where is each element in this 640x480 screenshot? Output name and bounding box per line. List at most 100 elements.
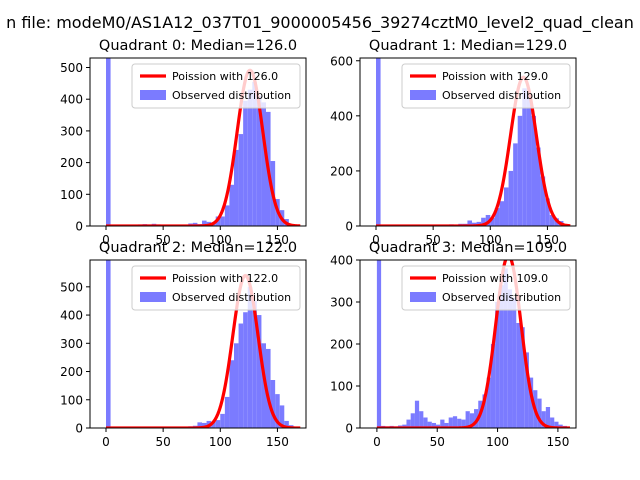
y-tick-label: 600 xyxy=(330,54,353,68)
histogram-bar xyxy=(507,289,513,428)
legend: Poission with 109.0 Observed distribution xyxy=(401,265,571,311)
histogram-bar xyxy=(220,413,225,428)
histogram-bar xyxy=(247,89,253,226)
histogram-bar xyxy=(224,396,230,428)
histogram-bar xyxy=(526,93,532,226)
y-tick-label: 300 xyxy=(330,296,353,310)
histogram-bar xyxy=(482,394,487,428)
histogram-bar xyxy=(410,413,415,428)
y-tick-label: 400 xyxy=(330,254,353,268)
histogram-bar xyxy=(486,377,491,428)
histogram-bar xyxy=(522,88,527,226)
x-tick-label: 100 xyxy=(479,233,502,247)
histogram-bar xyxy=(243,312,248,428)
legend: Poission with 129.0 Observed distribution xyxy=(401,63,571,109)
legend-observed-swatch xyxy=(410,292,436,302)
histogram-bar xyxy=(549,214,555,226)
histogram-bar xyxy=(234,343,239,428)
histogram-bar xyxy=(256,96,262,226)
legend-observed-swatch xyxy=(410,90,436,100)
histogram-bar xyxy=(444,422,449,428)
histogram-bar xyxy=(512,297,517,428)
x-tick-label: 150 xyxy=(536,233,559,247)
histogram-bar xyxy=(211,421,216,428)
histogram-bar xyxy=(414,400,420,428)
y-tick-label: 400 xyxy=(330,109,353,123)
histogram-bar xyxy=(508,170,514,226)
histogram-bar xyxy=(490,217,495,226)
histogram-bar xyxy=(528,377,534,428)
histogram-bar xyxy=(517,115,523,226)
legend-observed-label: Observed distribution xyxy=(442,89,561,102)
poisson-fit-line xyxy=(375,260,571,428)
x-tick-label: 0 xyxy=(102,233,110,247)
x-tick-label: 50 xyxy=(156,435,171,449)
histogram-bar xyxy=(494,208,500,226)
legend: Poission with 126.0 Observed distribution xyxy=(131,63,301,109)
histogram-bar xyxy=(376,58,381,226)
x-tick-label: 50 xyxy=(156,233,171,247)
y-tick-label: 200 xyxy=(330,338,353,352)
legend-fit-label: Poission with 122.0 xyxy=(172,272,278,285)
histogram-bars xyxy=(376,58,568,226)
y-tick-label: 200 xyxy=(330,164,353,178)
histogram-bar xyxy=(554,421,559,428)
histogram-bar xyxy=(474,409,479,428)
panel-title: Quadrant 3: Median=109.0 xyxy=(369,240,567,256)
histogram-bar xyxy=(436,424,441,428)
histogram-bar xyxy=(238,323,244,428)
x-tick-label: 150 xyxy=(266,435,289,449)
histogram-bar xyxy=(229,184,234,226)
histogram-bar xyxy=(476,221,482,226)
legend-observed-label: Observed distribution xyxy=(172,89,291,102)
histogram-bar xyxy=(499,201,504,226)
x-tick-label: 50 xyxy=(426,233,441,247)
y-tick-label: 400 xyxy=(60,93,83,107)
histogram-bar xyxy=(540,176,546,226)
histogram-bar xyxy=(197,422,202,428)
histogram-bar xyxy=(275,394,280,428)
y-tick-label: 0 xyxy=(75,220,83,234)
histogram-bar xyxy=(465,411,470,428)
panel-title: Quadrant 0: Median=126.0 xyxy=(99,38,297,54)
axes-frame xyxy=(89,57,307,227)
histogram-bar xyxy=(461,419,466,428)
x-tick-label: 100 xyxy=(209,435,232,449)
x-tick-label: 100 xyxy=(486,435,509,449)
histogram-bar xyxy=(531,115,536,226)
histogram-bar xyxy=(469,413,475,428)
x-tick-label: 0 xyxy=(372,233,380,247)
histogram-bar xyxy=(495,302,500,428)
x-tick-label: 100 xyxy=(209,233,232,247)
y-tick-label: 100 xyxy=(60,393,83,407)
histogram-bar xyxy=(467,220,472,226)
histogram-bar xyxy=(499,285,504,428)
legend-fit-label: Poission with 129.0 xyxy=(442,70,548,83)
quadrant-2-panel: Quadrant 2: Median=122.0 0 50 100 150 0 100 200… xyxy=(60,240,307,449)
histogram-bar xyxy=(423,417,428,428)
x-tick-label: 50 xyxy=(430,435,445,449)
y-tick-label: 500 xyxy=(60,61,83,75)
histogram-bar xyxy=(256,315,262,428)
histogram-bar xyxy=(545,198,550,226)
legend-observed-swatch xyxy=(140,90,166,100)
histogram-bar xyxy=(504,187,509,226)
panel-title: Quadrant 1: Median=129.0 xyxy=(369,38,567,54)
histogram-bar xyxy=(513,143,518,226)
histogram-bar xyxy=(541,411,546,428)
y-tick-label: 300 xyxy=(60,124,83,138)
quadrant-0-panel: Quadrant 0: Median=126.0 0 50 100 150 0 100 200… xyxy=(60,38,307,247)
histogram-bar xyxy=(536,147,541,226)
histogram-bar xyxy=(520,327,525,428)
histogram-bar xyxy=(106,260,111,428)
histogram-bar xyxy=(229,360,234,428)
x-tick-label: 150 xyxy=(266,233,289,247)
y-tick-label: 100 xyxy=(330,380,353,394)
histogram-bar xyxy=(419,411,424,428)
histogram-bar xyxy=(202,220,207,226)
histogram-bar xyxy=(558,424,563,428)
histogram-bar xyxy=(406,419,411,428)
y-tick-label: 400 xyxy=(60,309,83,323)
histogram-bar xyxy=(279,405,285,428)
axes-frame xyxy=(89,259,307,429)
